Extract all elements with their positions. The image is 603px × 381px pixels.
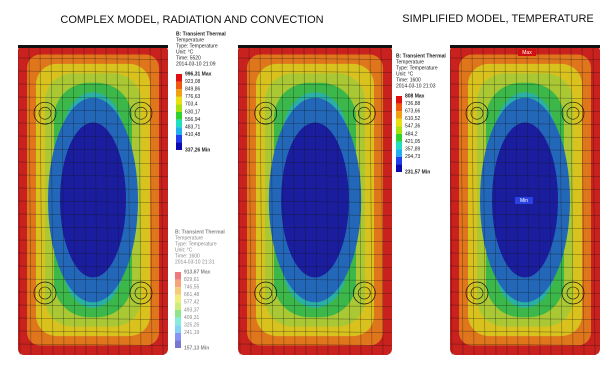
legend-level: 484,2 [405,131,418,137]
legend-swatch [396,126,402,134]
legend-swatch [396,157,402,165]
legend-swatch [175,280,181,288]
legend-swatch [396,111,402,119]
legend-level: 421,05 [405,139,421,145]
legend-level: 493,37 [184,307,200,313]
legend-level: 661,48 [184,292,200,298]
legend-swatch [396,134,402,142]
legend-level: 294,73 [405,154,421,160]
legend-level: 337,26 Min [185,147,210,153]
legend-swatch [175,295,181,303]
legend-swatch [396,164,402,172]
legend-header: 2014-03-10 21:03 [396,83,436,89]
legend-swatch [175,325,181,333]
legend-swatch [176,127,182,135]
legend-level: 357,89 [405,147,421,153]
legend-level: 409,31 [184,315,200,321]
legend-level: 577,42 [184,300,200,306]
legend-swatch [175,318,181,326]
legend-level: 157,13 Min [184,345,209,351]
legend-swatch [176,112,182,120]
legend-swatch [175,340,181,348]
top-edge [18,45,168,48]
legend-level: 913,67 Max [184,269,211,275]
thermal-plot [238,45,394,355]
legend-level: 673,66 [405,109,421,115]
legend-level: 556,94 [185,117,201,123]
legend-level: 736,88 [405,101,421,107]
legend-swatch [176,104,182,112]
top-edge [450,45,600,48]
legend-swatch [396,104,402,112]
legend-level: 776,63 [185,94,201,100]
legend-swatch [176,142,182,150]
legend-swatch [176,120,182,128]
max-marker: Max [518,49,536,56]
legend-swatch [176,97,182,105]
marker-label: Max [522,50,532,56]
page: COMPLEX MODEL, RADIATION AND CONVECTION … [0,0,603,381]
contour-core [60,123,126,278]
thermal-plot [18,45,168,355]
legend-swatch [396,142,402,150]
legend-level: 241,19 [184,330,200,336]
legend-swatch [175,333,181,341]
marker-label: Min [520,198,528,204]
top-edge [238,45,392,48]
legend-level: 923,08 [185,79,201,85]
legend-level: 703,4 [185,102,198,108]
legend-swatch [176,74,182,82]
legend-swatch [175,272,181,280]
legend-level: 745,55 [184,285,200,291]
mesh-line [392,45,394,355]
min-marker: Min [515,197,533,204]
legend-swatch [176,82,182,90]
legend-swatch [396,96,402,104]
plot-body [238,45,394,355]
legend-level: 547,36 [405,124,421,130]
title-complex: COMPLEX MODEL, RADIATION AND CONVECTION [60,14,323,26]
legend: B: Transient ThermalTemperatureType: Tem… [175,229,225,351]
legend-swatch [175,287,181,295]
legend-level: 630,17 [185,109,201,115]
legend-swatch [175,302,181,310]
legend-level: 849,86 [185,87,201,93]
legend-level: 483,71 [185,125,201,131]
legend-header: 2014-03-10 21:09 [176,61,216,67]
legend-swatch [175,310,181,318]
legend-level: 325,25 [184,323,200,329]
legend-swatch [176,89,182,97]
plot-body [18,45,168,355]
screenshot: COMPLEX MODEL, RADIATION AND CONVECTION … [0,0,603,381]
contour-core [281,123,349,278]
legend-level: 410,48 [185,132,201,138]
legend-level: 996,31 Max [185,71,212,77]
legend-level: 610,52 [405,116,421,122]
legend-level: 829,61 [184,277,200,283]
legend-swatch [396,119,402,127]
legend-level: 231,57 Min [405,169,430,175]
legend-header: 2014-03-10 21:31 [175,259,215,265]
legend-swatch [176,135,182,143]
title-simplified: SIMPLIFIED MODEL, TEMPERATURE [402,13,594,25]
legend-level: 808 Max [405,93,425,99]
legend-swatch [396,149,402,157]
